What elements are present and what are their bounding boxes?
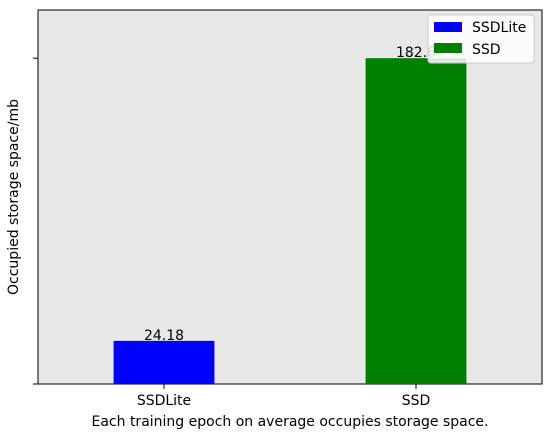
legend: SSDLite SSD — [427, 14, 535, 64]
legend-swatch-ssd — [434, 43, 462, 53]
value-label-ssd: 182.6 — [396, 45, 436, 61]
legend-label-ssd: SSD — [472, 42, 501, 58]
bar-ssd — [365, 58, 467, 384]
x-tick-label-ssd: SSD — [402, 393, 431, 409]
legend-swatch-ssdlite — [434, 22, 462, 32]
x-axis-ticks: SSDLite SSD — [137, 384, 430, 409]
bar-ssdlite — [113, 340, 215, 384]
legend-label-ssdlite: SSDLite — [472, 20, 526, 36]
x-axis-label: Each training epoch on average occupies … — [92, 414, 489, 430]
y-axis-ticks — [33, 57, 38, 385]
y-axis-label: Occupied storage space/mb — [6, 99, 22, 295]
value-labels-group: 24.18 182.6 — [144, 45, 436, 344]
bars-group — [113, 58, 467, 384]
x-tick-label-ssdlite: SSDLite — [137, 393, 191, 409]
value-label-ssdlite: 24.18 — [144, 328, 184, 344]
